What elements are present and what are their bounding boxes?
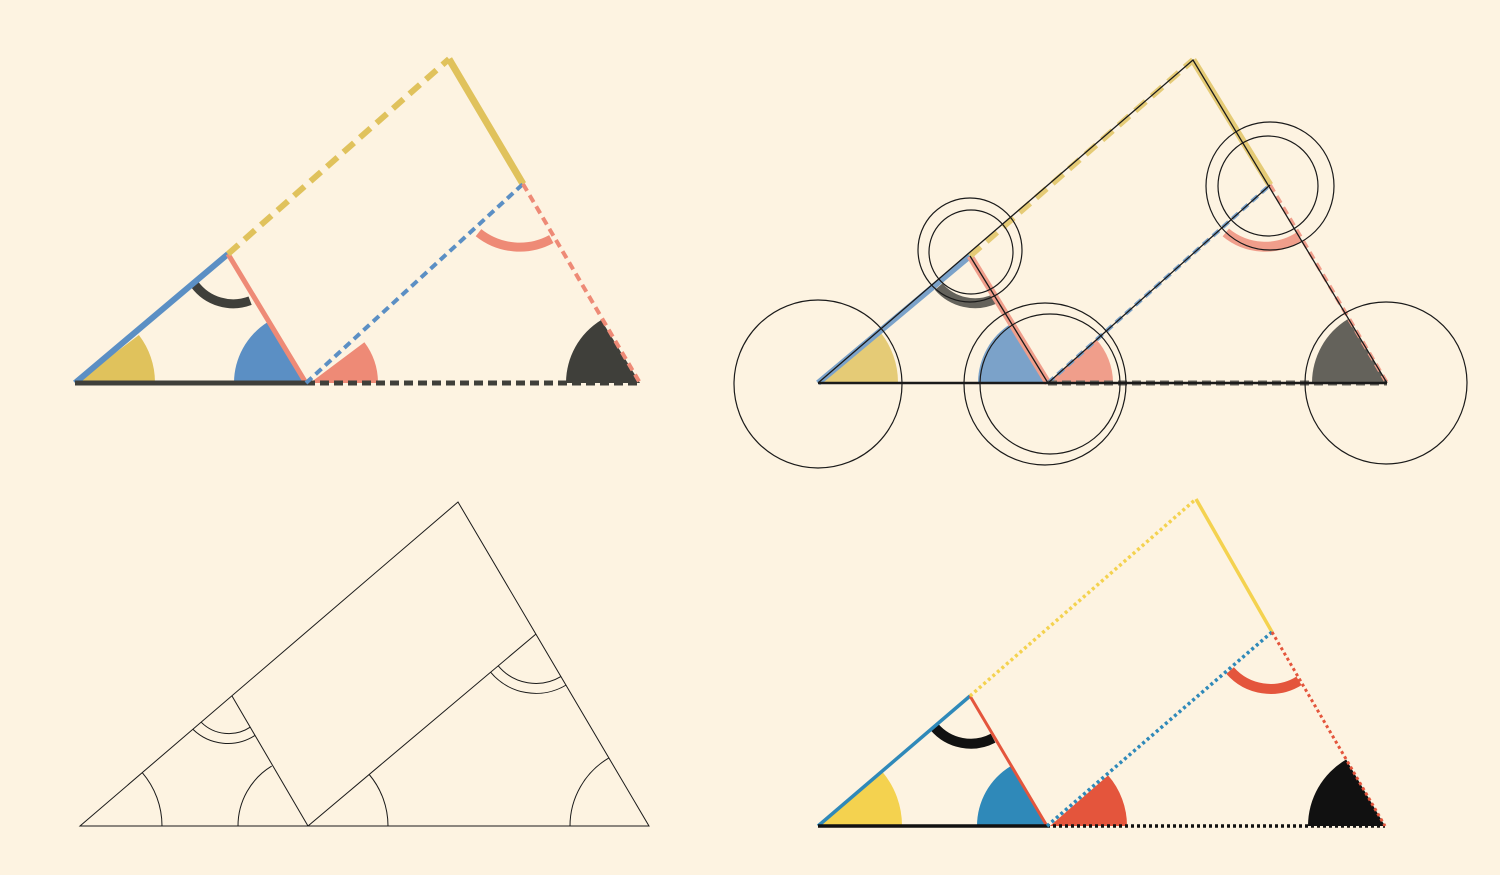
compass-circle-small-inner [928,209,1014,295]
blue-side [73,251,230,386]
blue-dashed-side [304,182,525,385]
small-top-double-arc-outer [192,729,256,744]
yellow-angle-wedge [818,771,903,826]
blue-side [816,694,972,828]
inner-side-left [231,695,309,827]
outer-triangle [78,501,650,827]
black-angle-wedge [566,320,640,383]
black-angle-wedge [1308,759,1385,826]
inner-side-left [969,255,1049,384]
large-top-double-arc-outer [490,671,567,694]
yellow-dashed-side [226,56,451,257]
panel-modern-rendition [816,497,1387,828]
yellow-angle-wedge [75,335,155,383]
black-angle-arc [930,723,996,749]
compass-circle-left [733,299,903,469]
red-angle-arc [1222,228,1303,252]
red-angle-arc [475,229,554,252]
right-angle-arc [569,757,610,827]
yellow-dotted-side [968,497,1198,698]
panel-compass-construction [733,57,1468,469]
compass-circle-middle-inner [979,313,1121,455]
small-top-double-arc-inner [200,721,251,735]
middle-left-angle-arc [237,765,272,827]
yellow-solid-side [1194,498,1274,633]
panel-painted-original [73,56,642,386]
inner-side-right [307,633,537,827]
black-angle-arc [934,283,997,309]
outer-triangle-outline [817,59,1388,384]
red-side [225,252,309,385]
blue-angle-wedge [976,766,1047,826]
compass-circle-top-inner [1217,135,1319,237]
red-dotted-side [1270,631,1387,827]
red-side [968,695,1049,827]
black-angle-arc [191,281,252,309]
compass-circle-top-outer [1205,121,1335,251]
compass-circle-middle-outer [963,302,1127,466]
blue-dotted-side [1045,630,1274,828]
red-angle-wedge [1048,339,1114,383]
red-angle-wedge [310,342,378,383]
large-top-double-arc-inner [497,665,562,684]
compass-circle-right [1304,301,1468,465]
left-angle-arc [141,772,163,827]
black-angle-wedge [1312,319,1387,383]
compass-circle-small-outer [917,197,1023,303]
blue-angle-wedge [234,322,306,383]
panel-line-drawing [78,501,650,827]
yellow-solid-side [445,57,527,186]
middle-right-angle-arc [368,774,389,827]
inner-side-right [1047,184,1271,384]
red-angle-arc [1226,667,1302,694]
blue-angle-wedge [978,323,1048,383]
red-angle-wedge [1050,775,1127,826]
